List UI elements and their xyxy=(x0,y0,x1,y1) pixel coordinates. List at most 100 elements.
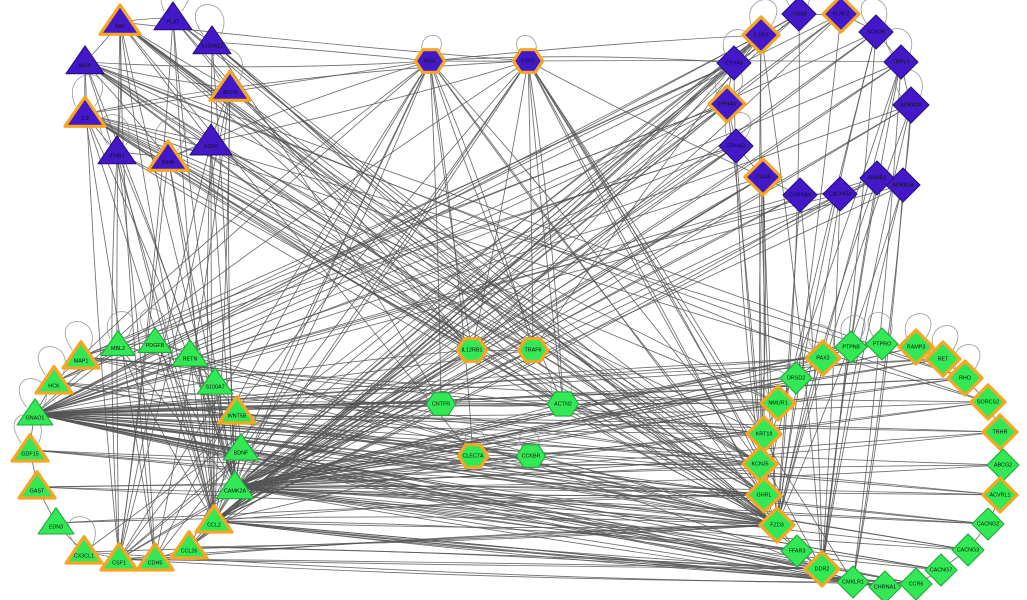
graph-node-plat[interactable] xyxy=(153,1,193,31)
graph-node-artn[interactable] xyxy=(208,69,252,102)
graph-node-traf6[interactable] xyxy=(516,337,550,363)
self-loop-edge xyxy=(18,378,47,408)
edge xyxy=(527,60,761,465)
self-loop-edge xyxy=(867,312,893,339)
graph-node-scn3b[interactable] xyxy=(858,14,894,50)
graph-node-cacng2[interactable] xyxy=(971,507,1005,541)
graph-node-acvrl1[interactable] xyxy=(981,476,1019,514)
graph-node-il1r2[interactable] xyxy=(741,15,781,55)
edge xyxy=(429,60,534,351)
graph-node-s100a12[interactable] xyxy=(192,25,232,55)
graph-node-mif[interactable] xyxy=(98,3,142,36)
graph-node-adra1a[interactable] xyxy=(892,86,930,124)
graph-node-ccr6[interactable] xyxy=(899,567,933,600)
graph-node-epha3[interactable] xyxy=(718,128,754,164)
edge xyxy=(116,21,121,560)
graph-node-ifnb1[interactable] xyxy=(97,135,137,165)
graph-node-chrna1[interactable] xyxy=(868,570,902,600)
graph-node-ret[interactable] xyxy=(924,340,962,378)
graph-node-retn[interactable] xyxy=(171,339,209,367)
graph-node-adra1b[interactable] xyxy=(885,167,921,203)
graph-node-nmur1[interactable] xyxy=(759,384,797,422)
graph-node-cacng7[interactable] xyxy=(924,553,958,587)
edge xyxy=(34,13,800,415)
graph-node-ffar3[interactable] xyxy=(780,534,814,568)
graph-node-edn3[interactable] xyxy=(37,507,75,535)
graph-node-hck[interactable] xyxy=(34,365,74,395)
graph-node-irs1[interactable] xyxy=(413,48,447,74)
graph-node-clec7a[interactable] xyxy=(456,443,490,469)
edge xyxy=(213,520,798,552)
graph-node-gnao1[interactable] xyxy=(16,398,54,426)
graph-node-orsd2[interactable] xyxy=(779,361,813,395)
graph-node-chrna4[interactable] xyxy=(782,177,818,213)
graph-node-ramp3[interactable] xyxy=(897,328,935,366)
graph-node-itga5[interactable] xyxy=(743,157,783,197)
graph-node-cckbr[interactable] xyxy=(515,444,547,468)
edge xyxy=(234,377,797,488)
graph-node-sorcs2[interactable] xyxy=(969,383,1007,421)
edge xyxy=(116,151,215,522)
graph-node-klrf2[interactable] xyxy=(821,0,861,34)
graph-node-itga8[interactable] xyxy=(781,0,817,32)
graph-node-ptpro[interactable] xyxy=(865,327,899,361)
graph-node-fgf6[interactable] xyxy=(189,123,233,156)
graph-node-pax3[interactable] xyxy=(804,339,842,377)
graph-node-esr2[interactable] xyxy=(511,48,545,74)
graph-node-bdnf[interactable] xyxy=(222,433,260,461)
edge xyxy=(80,356,761,465)
edge xyxy=(119,21,564,405)
graph-node-cntfr[interactable] xyxy=(425,392,457,416)
edge xyxy=(210,141,236,488)
graph-node-il12rb1[interactable] xyxy=(455,337,489,363)
edge xyxy=(234,433,765,488)
edge xyxy=(34,413,765,496)
edge xyxy=(34,413,917,585)
graph-node-epha5[interactable] xyxy=(716,45,752,81)
nodes-layer[interactable] xyxy=(10,0,1020,600)
graph-node-cacng4[interactable] xyxy=(822,176,858,212)
edge xyxy=(29,449,765,496)
graph-node-cx3cl1[interactable] xyxy=(64,535,104,565)
graph-node-actn2[interactable] xyxy=(546,391,580,417)
edge xyxy=(210,60,529,143)
graph-node-trhr[interactable] xyxy=(981,413,1019,451)
graph-node-gast[interactable] xyxy=(17,470,57,500)
edge xyxy=(116,151,778,526)
graph-node-camk2a[interactable] xyxy=(215,470,255,500)
graph-node-ddr2[interactable] xyxy=(803,550,841,588)
edge xyxy=(234,486,1001,496)
edge xyxy=(34,402,779,415)
graph-node-cdh5[interactable] xyxy=(135,542,175,572)
edge xyxy=(234,349,534,488)
graph-node-csf1[interactable] xyxy=(99,542,139,572)
edge xyxy=(167,157,236,488)
graph-node-fzd3[interactable] xyxy=(758,506,796,544)
graph-node-s100a7[interactable] xyxy=(196,367,234,395)
graph-node-il2[interactable] xyxy=(63,95,107,128)
graph-node-ccl2[interactable] xyxy=(194,504,234,534)
graph-node-trpv1[interactable] xyxy=(883,44,919,80)
graph-node-ptpn8[interactable] xyxy=(834,330,868,364)
edge xyxy=(34,145,737,415)
graph-node-ghrl[interactable] xyxy=(745,476,783,514)
graph-node-krt18[interactable] xyxy=(745,415,783,453)
graph-node-abcg2[interactable] xyxy=(986,448,1020,482)
graph-node-wnt5b[interactable] xyxy=(217,395,257,425)
graph-node-amhr2[interactable] xyxy=(859,160,895,196)
graph-node-gdf15[interactable] xyxy=(10,433,50,463)
graph-node-inha[interactable] xyxy=(146,139,190,172)
graph-node-cacng3[interactable] xyxy=(951,533,985,567)
graph-node-rho[interactable] xyxy=(946,359,984,397)
edge xyxy=(234,464,1004,488)
graph-node-map1[interactable] xyxy=(61,340,101,370)
graph-node-mgp[interactable] xyxy=(65,45,105,75)
graph-node-epha4[interactable] xyxy=(707,84,747,124)
graph-node-ccl26[interactable] xyxy=(169,530,209,560)
graph-node-pdgfb[interactable] xyxy=(137,327,173,353)
edge xyxy=(167,157,534,351)
graph-node-cmklr1[interactable] xyxy=(836,565,870,599)
graph-node-mbl2[interactable] xyxy=(100,330,136,356)
edge xyxy=(53,381,761,465)
